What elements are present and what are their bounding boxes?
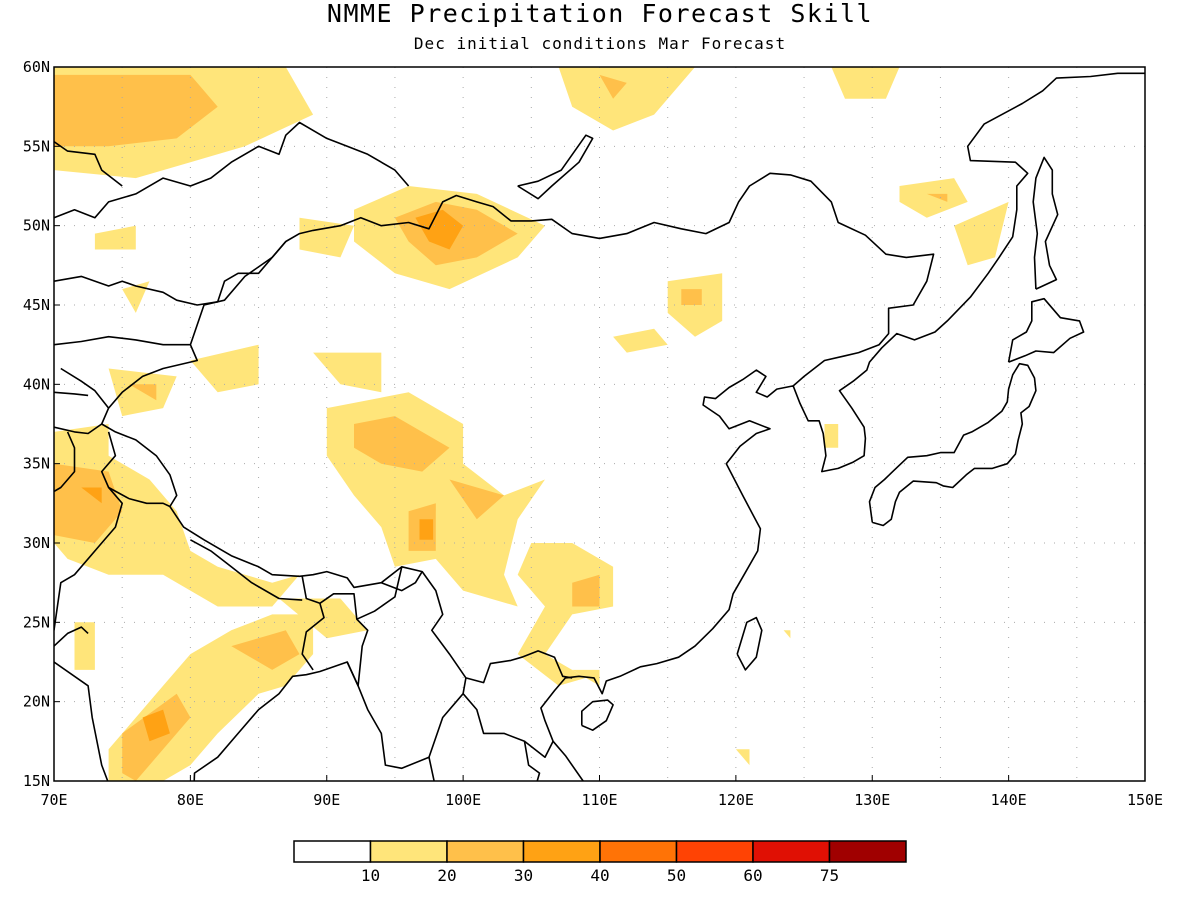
y-tick-label: 35N bbox=[23, 455, 50, 473]
colorbar-label: 10 bbox=[361, 866, 380, 885]
colorbar-label: 20 bbox=[437, 866, 456, 885]
coastline-13 bbox=[190, 539, 303, 601]
colorbar: 10 20 30 40 50 60 75 bbox=[293, 840, 907, 885]
coastlines bbox=[54, 72, 1145, 781]
skill-region-19 bbox=[122, 281, 150, 313]
skill-region-4 bbox=[415, 209, 464, 250]
skill-region-40 bbox=[572, 669, 600, 686]
coastline-9 bbox=[301, 576, 369, 687]
x-tick-label: 150E bbox=[1127, 791, 1163, 809]
x-tick-label: 90E bbox=[313, 791, 340, 809]
y-tick-label: 15N bbox=[23, 772, 50, 790]
y-tick-label: 30N bbox=[23, 534, 50, 552]
skill-region-20 bbox=[313, 352, 382, 393]
skill-region-27 bbox=[572, 574, 600, 607]
skill-region-30 bbox=[81, 487, 102, 504]
coastline-2 bbox=[1007, 297, 1085, 363]
colorbar-box-1 bbox=[369, 840, 448, 863]
coastline-10 bbox=[301, 603, 325, 671]
coastline-8 bbox=[100, 240, 573, 684]
colorbar-label: 50 bbox=[667, 866, 686, 885]
coastline-3 bbox=[1032, 156, 1059, 290]
coastline-5 bbox=[580, 699, 614, 732]
y-axis-ticks: 15N 20N 25N 30N 35N 40N 45N 50N 55N 60N bbox=[23, 58, 60, 790]
skill-region-6 bbox=[94, 225, 136, 250]
skill-region-10 bbox=[899, 178, 968, 218]
skill-region-22 bbox=[354, 416, 450, 472]
coastline-4 bbox=[736, 616, 763, 671]
colorbar-box-4 bbox=[599, 840, 678, 863]
x-tick-label: 130E bbox=[854, 791, 890, 809]
colorbar-label: 30 bbox=[514, 866, 533, 885]
skill-region-32 bbox=[74, 622, 95, 670]
skill-region-25 bbox=[419, 519, 434, 540]
colorbar-label: 60 bbox=[743, 866, 762, 885]
chart-title: NMME Precipitation Forecast Skill bbox=[326, 0, 874, 28]
coastline-18 bbox=[54, 626, 89, 647]
colorbar-label: 75 bbox=[820, 866, 839, 885]
skill-region-16 bbox=[190, 344, 259, 393]
coastline-16 bbox=[54, 431, 123, 631]
skill-region-11 bbox=[926, 193, 948, 202]
x-tick-label: 140E bbox=[991, 791, 1027, 809]
x-tick-label: 120E bbox=[718, 791, 754, 809]
x-tick-label: 110E bbox=[581, 791, 617, 809]
chart-subtitle: Dec initial conditions Mar Forecast bbox=[413, 34, 787, 53]
skill-region-29 bbox=[54, 463, 123, 543]
skill-region-35 bbox=[231, 630, 300, 670]
coastline-6 bbox=[517, 134, 594, 200]
skill-region-7 bbox=[558, 67, 695, 131]
y-tick-label: 60N bbox=[23, 58, 50, 76]
x-tick-label: 70E bbox=[40, 791, 67, 809]
y-tick-label: 50N bbox=[23, 217, 50, 235]
x-axis-ticks: 70E 80E 90E 100E 110E 120E 130E 140E 150E bbox=[40, 775, 1163, 809]
skill-region-36 bbox=[142, 709, 170, 742]
x-tick-label: 100E bbox=[445, 791, 481, 809]
x-tick-label: 80E bbox=[177, 791, 204, 809]
colorbar-box-7 bbox=[828, 840, 907, 863]
coastline-17 bbox=[108, 486, 171, 508]
coastline-20 bbox=[54, 335, 191, 346]
colorbar-box-3 bbox=[522, 840, 601, 863]
y-tick-label: 20N bbox=[23, 693, 50, 711]
skill-region-26 bbox=[517, 543, 614, 686]
colorbar-box-2 bbox=[446, 840, 525, 863]
skill-region-12 bbox=[954, 201, 1009, 266]
colorbar-box-5 bbox=[675, 840, 754, 863]
y-tick-label: 40N bbox=[23, 375, 50, 393]
coastline-7 bbox=[54, 172, 935, 387]
skill-region-38 bbox=[735, 749, 750, 766]
skill-region-37 bbox=[824, 424, 839, 448]
coastline-15 bbox=[54, 431, 76, 493]
y-tick-label: 45N bbox=[23, 296, 50, 314]
skill-region-39 bbox=[783, 630, 791, 639]
skill-region-18 bbox=[129, 384, 157, 401]
coastline-23 bbox=[462, 693, 541, 781]
skill-region-15 bbox=[613, 328, 668, 353]
skill-region-1 bbox=[54, 74, 218, 147]
y-tick-label: 55N bbox=[23, 137, 50, 155]
coastline-11 bbox=[356, 566, 403, 620]
skill-region-14 bbox=[681, 289, 702, 305]
skill-regions bbox=[54, 67, 1009, 781]
coastline-12 bbox=[381, 571, 423, 592]
coastline-25 bbox=[54, 121, 410, 219]
coastline-22 bbox=[428, 677, 467, 758]
skill-region-8 bbox=[599, 74, 627, 99]
skill-region-24 bbox=[449, 479, 504, 520]
coastline-24 bbox=[524, 740, 554, 759]
skill-region-17 bbox=[108, 368, 177, 417]
colorbar-box-6 bbox=[752, 840, 831, 863]
coastline-19 bbox=[60, 367, 110, 409]
colorbar-box-0 bbox=[293, 840, 372, 863]
coastline-21 bbox=[54, 391, 89, 397]
coastline-14 bbox=[54, 423, 103, 435]
skill-region-28 bbox=[54, 424, 300, 607]
coastline-1 bbox=[868, 362, 1037, 527]
colorbar-label: 40 bbox=[590, 866, 609, 885]
coastline-26 bbox=[54, 140, 123, 187]
y-tick-label: 25N bbox=[23, 613, 50, 631]
skill-region-9 bbox=[831, 67, 900, 99]
